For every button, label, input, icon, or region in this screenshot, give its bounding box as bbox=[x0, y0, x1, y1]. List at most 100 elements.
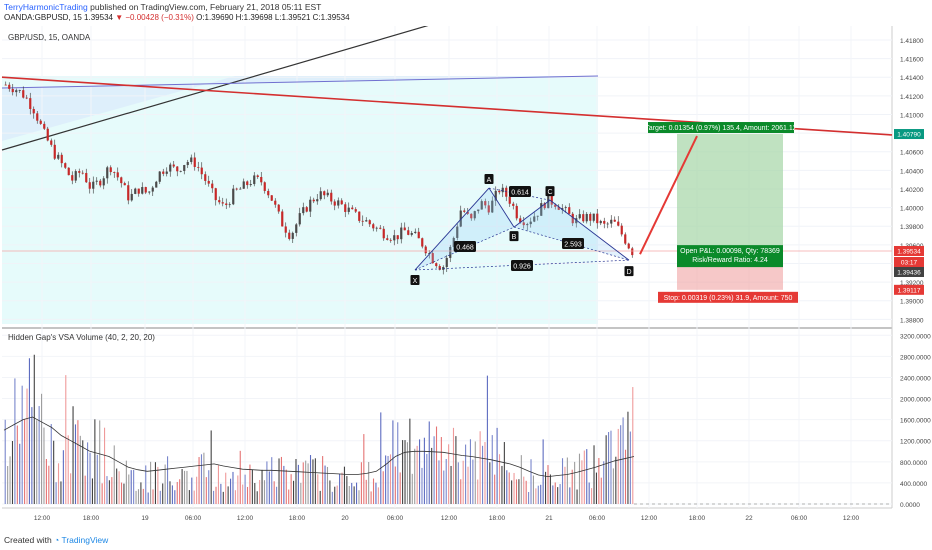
ratio-box bbox=[454, 241, 476, 252]
candle-body bbox=[487, 205, 490, 213]
pattern-point-label: A bbox=[487, 177, 492, 184]
candle-body bbox=[592, 213, 595, 221]
candle-body bbox=[71, 175, 74, 181]
candle-body bbox=[207, 180, 210, 184]
candle-body bbox=[281, 211, 284, 227]
candle-body bbox=[449, 246, 452, 258]
candle-body bbox=[214, 188, 217, 201]
candle-body bbox=[351, 207, 354, 210]
pattern-leg bbox=[488, 187, 515, 228]
candle-body bbox=[102, 178, 105, 186]
candle-body bbox=[95, 180, 98, 182]
candle-body bbox=[183, 165, 186, 171]
candle-body bbox=[151, 187, 154, 192]
pattern-leg bbox=[549, 199, 630, 261]
candle-body bbox=[316, 199, 319, 202]
volume-moving-average bbox=[3, 416, 635, 478]
candle-body bbox=[242, 181, 245, 189]
candle-body bbox=[333, 201, 336, 206]
ratio-label: 0.614 bbox=[511, 190, 529, 197]
candle-body bbox=[484, 201, 487, 206]
created-with-text: Created with bbox=[4, 535, 52, 545]
symbol-ohlc-line: OANDA:GBPUSD, 15 1.39534 ▼ −0.00428 (−0.… bbox=[4, 13, 350, 22]
price-badge-label: 03:17 bbox=[901, 259, 918, 266]
publisher-link[interactable]: TerryHarmonicTrading bbox=[4, 2, 88, 12]
pattern-point-marker bbox=[509, 231, 519, 242]
candle-body bbox=[344, 204, 347, 212]
candle-body bbox=[4, 84, 7, 86]
candle-body bbox=[256, 175, 259, 177]
pattern-point-marker bbox=[410, 274, 420, 285]
symbol-label: OANDA:GBPUSD, 15 bbox=[4, 13, 82, 22]
time-tick-label: 19 bbox=[141, 515, 149, 522]
candle-body bbox=[18, 90, 21, 91]
long-position-tool: Target: 0.01354 (0.97%) 135.4, Amount: 2… bbox=[639, 122, 798, 303]
candle-body bbox=[239, 188, 242, 190]
candle-body bbox=[470, 213, 473, 219]
harmonic-pattern: X A B C D 0.614 0.468 2.593 0.926 bbox=[410, 174, 634, 285]
publication-line: TerryHarmonicTrading published on Tradin… bbox=[4, 2, 321, 12]
price-tick-label: 1.41600 bbox=[900, 57, 924, 64]
entry-label-box bbox=[677, 245, 783, 268]
price-tick-label: 1.40600 bbox=[900, 150, 924, 157]
candle-body bbox=[64, 163, 67, 168]
candle-body bbox=[249, 184, 252, 186]
candle-body bbox=[624, 234, 627, 244]
candle-body bbox=[417, 231, 420, 239]
candle-body bbox=[190, 157, 193, 163]
candle-body bbox=[116, 172, 119, 178]
candle-body bbox=[228, 204, 231, 206]
candle-body bbox=[309, 199, 312, 212]
candle-body bbox=[375, 227, 378, 229]
price-badge-label: 1.39117 bbox=[897, 287, 920, 294]
candle-body bbox=[610, 219, 613, 224]
candle-body bbox=[85, 172, 88, 183]
candle-body bbox=[172, 164, 175, 167]
candle-body bbox=[295, 224, 298, 233]
candles bbox=[4, 81, 634, 275]
candle-body bbox=[270, 195, 273, 201]
candle-body bbox=[36, 113, 39, 121]
candle-body bbox=[253, 175, 256, 185]
candle-body bbox=[571, 213, 574, 224]
candle-body bbox=[274, 200, 277, 205]
candle-body bbox=[379, 227, 382, 229]
publication-header: TerryHarmonicTrading published on Tradin… bbox=[0, 0, 932, 26]
candle-body bbox=[452, 237, 455, 247]
candle-body bbox=[631, 248, 634, 256]
candle-body bbox=[368, 220, 371, 225]
volume-tick-label: 400.0000 bbox=[900, 481, 927, 488]
candle-body bbox=[543, 203, 546, 209]
price-change: −0.00428 (−0.31%) bbox=[125, 13, 194, 22]
candle-body bbox=[519, 218, 522, 223]
candle-body bbox=[88, 182, 91, 189]
volume-tick-label: 800.0000 bbox=[900, 460, 927, 467]
xab-triangle bbox=[415, 188, 514, 270]
candle-body bbox=[445, 257, 448, 268]
price-tick-label: 1.41800 bbox=[900, 38, 924, 45]
candle-body bbox=[39, 120, 42, 124]
tradingview-brand[interactable]: TradingView bbox=[61, 535, 109, 545]
black-trendline[interactable] bbox=[1, 26, 440, 151]
volume-tick-label: 2400.0000 bbox=[900, 375, 931, 382]
candle-body bbox=[410, 233, 413, 235]
candle-body bbox=[620, 225, 623, 235]
chart-canvas[interactable]: X A B C D 0.614 0.468 2.593 0.926 Target: 0.0135… bbox=[0, 26, 932, 530]
price-tick-label: 1.40000 bbox=[900, 206, 924, 213]
candle-body bbox=[613, 219, 616, 222]
candle-body bbox=[463, 210, 466, 212]
candle-body bbox=[141, 187, 144, 194]
candle-body bbox=[529, 221, 532, 225]
candle-body bbox=[162, 171, 165, 174]
candle-body bbox=[211, 183, 214, 189]
blue-trendline[interactable] bbox=[1, 75, 599, 89]
last-price: 1.39534 bbox=[84, 13, 113, 22]
price-badge bbox=[894, 129, 924, 140]
candle-body bbox=[15, 90, 18, 93]
candle-body bbox=[589, 213, 592, 221]
candle-body bbox=[575, 218, 578, 224]
volume-tick-label: 1600.0000 bbox=[900, 418, 931, 425]
candle-body bbox=[25, 97, 28, 99]
stop-label-box bbox=[658, 291, 798, 303]
candle-body bbox=[393, 235, 396, 241]
